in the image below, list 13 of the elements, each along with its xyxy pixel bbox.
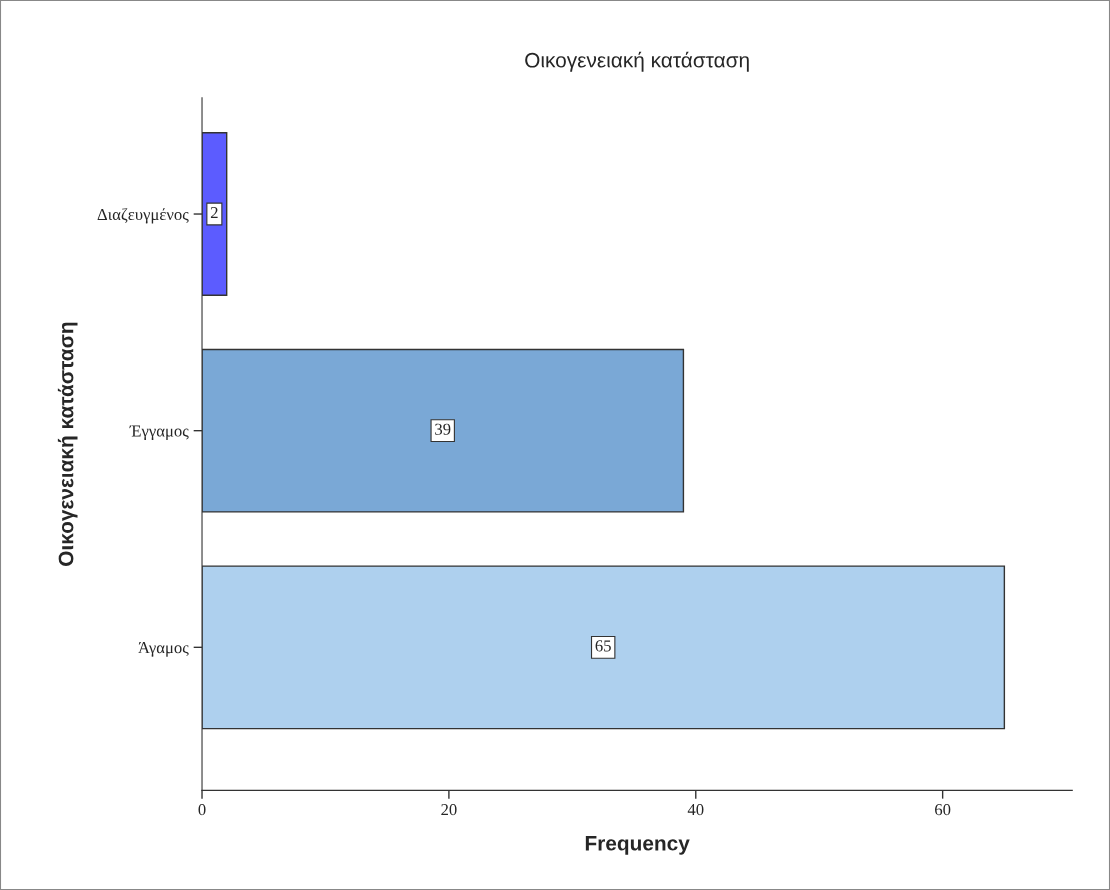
y-tick-label: Έγγαμος [129, 425, 189, 441]
x-tick-label: 40 [687, 804, 704, 816]
x-axis-title: Frequency [585, 836, 690, 855]
y-tick-label: Διαζευγμένος [97, 208, 189, 224]
chart-title: Οικογενειακή κατάσταση [525, 51, 749, 72]
x-tick-label: 0 [198, 804, 206, 816]
data-label: 2 [210, 207, 218, 219]
x-tick-label: 60 [935, 804, 951, 816]
data-label: 39 [435, 423, 451, 435]
y-axis-title: Οικογενειακή κατάσταση [57, 322, 78, 566]
x-tick-label: 20 [441, 804, 457, 816]
y-tick-label: Άγαμος [138, 642, 189, 657]
data-label: 65 [595, 640, 611, 652]
